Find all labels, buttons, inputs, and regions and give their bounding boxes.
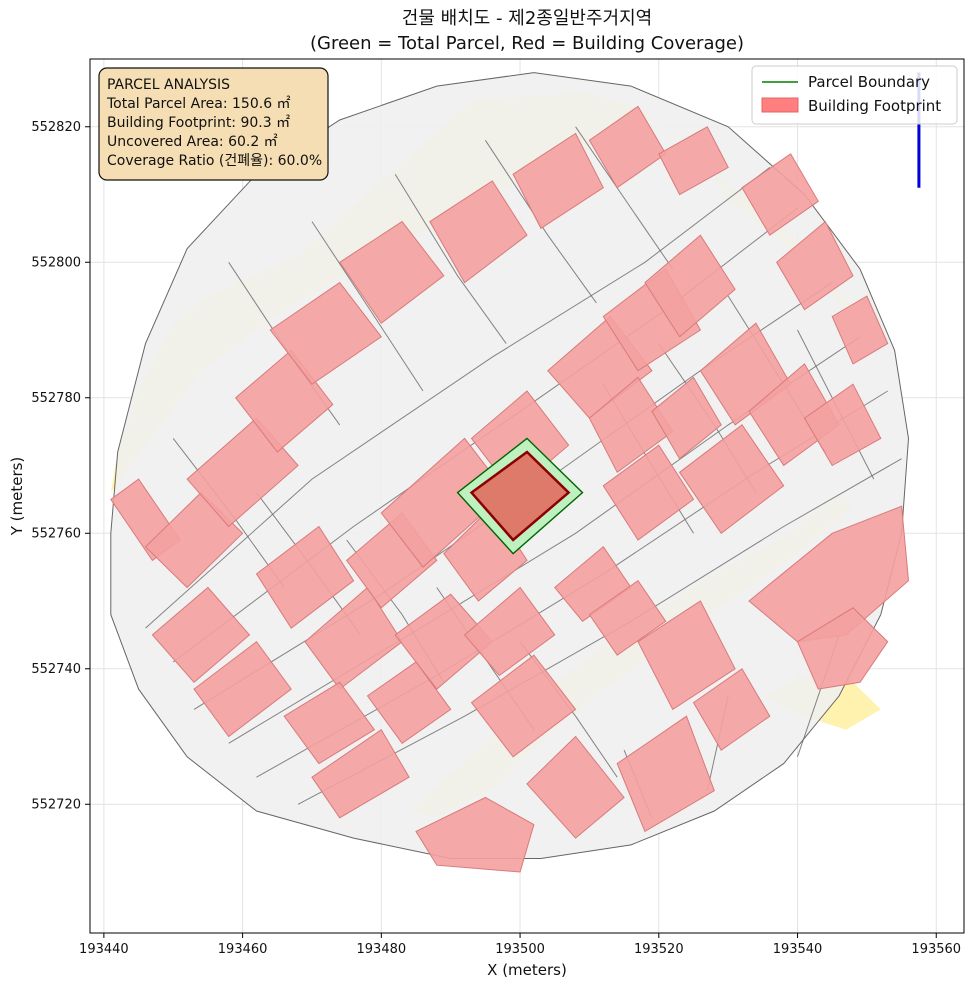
info-uncovered: Uncovered Area: 60.2 ㎡ (107, 134, 278, 150)
target-building (469, 450, 571, 542)
info-box-background (98, 67, 329, 181)
building-footprint (255, 525, 355, 629)
building-footprint (283, 681, 376, 765)
building-footprint (776, 220, 854, 311)
x-tick-label: 193520 (634, 942, 684, 957)
building-footprint (311, 728, 410, 819)
building-footprint (616, 715, 715, 833)
parcel-line (575, 126, 674, 270)
info-heading: PARCEL ANALYSIS (107, 77, 230, 93)
building-footprint (741, 153, 819, 236)
building-footprint (637, 600, 736, 711)
info-footprint: Building Footprint: 90.3 ㎡ (107, 115, 290, 131)
building-footprint (512, 132, 604, 230)
parcel-line (145, 167, 771, 629)
building-footprint (415, 796, 535, 873)
x-tick-label: 193440 (79, 942, 129, 957)
building-footprint (269, 281, 383, 385)
target-layer (456, 437, 584, 555)
y-axis-label: Y (meters) (8, 457, 26, 537)
x-tick-label: 193480 (357, 942, 407, 957)
building-footprint (803, 383, 882, 467)
parcel-line (394, 173, 507, 344)
building-footprint (526, 735, 625, 839)
building-footprint (651, 376, 722, 460)
legend-building-label: Building Footprint (808, 97, 941, 115)
y-tick-label: 552760 (31, 526, 81, 541)
building-footprint (470, 654, 577, 758)
tick-layer: 193440 193460 193480 193500 193520 193540 1935… (31, 120, 961, 957)
building-footprint (796, 607, 889, 690)
parcel-line (311, 221, 424, 392)
building-layer (110, 105, 910, 873)
legend-building-swatch (761, 97, 799, 113)
legend: Parcel Boundary Building Footprint (751, 65, 958, 125)
chart-title-line2: (Green = Total Parcel, Red = Building Co… (310, 33, 744, 54)
x-tick-label: 193500 (495, 942, 545, 957)
building-footprint (588, 580, 667, 656)
legend-background (751, 65, 958, 125)
x-axis-label: X (meters) (487, 961, 567, 979)
building-footprint (692, 668, 771, 751)
info-coverage: Coverage Ratio (건폐율): 60.0% (107, 153, 322, 169)
info-total-area: Total Parcel Area: 150.6 ㎡ (106, 96, 291, 112)
x-tick-label: 193460 (218, 942, 268, 957)
y-tick-label: 552740 (31, 662, 81, 677)
y-tick-label: 552820 (31, 120, 81, 135)
y-tick-label: 552720 (31, 797, 81, 812)
x-tick-label: 193560 (911, 942, 961, 957)
building-footprint (602, 444, 695, 541)
building-footprint (429, 180, 528, 284)
parcel-line (484, 140, 597, 304)
building-footprint (144, 491, 244, 589)
plot-frame (89, 58, 965, 934)
building-footprint (644, 234, 736, 338)
y-tick-label: 552780 (31, 391, 81, 406)
building-footprint (186, 417, 299, 528)
building-footprint (193, 640, 292, 738)
building-footprint (151, 586, 251, 684)
building-footprint (658, 126, 729, 196)
legend-parcel-label: Parcel Boundary (808, 73, 930, 91)
building-footprint (463, 586, 556, 677)
building-footprint (338, 220, 445, 324)
x-tick-label: 193540 (773, 942, 823, 957)
building-footprint (366, 661, 452, 744)
building-footprint (831, 295, 889, 365)
parcel-analysis-box: PARCEL ANALYSIS Total Parcel Area: 150.6… (98, 67, 329, 181)
building-footprint (678, 424, 785, 535)
chart-title-line1: 건물 배치도 - 제2종일반주거지역 (402, 8, 652, 29)
y-tick-label: 552800 (31, 255, 81, 270)
